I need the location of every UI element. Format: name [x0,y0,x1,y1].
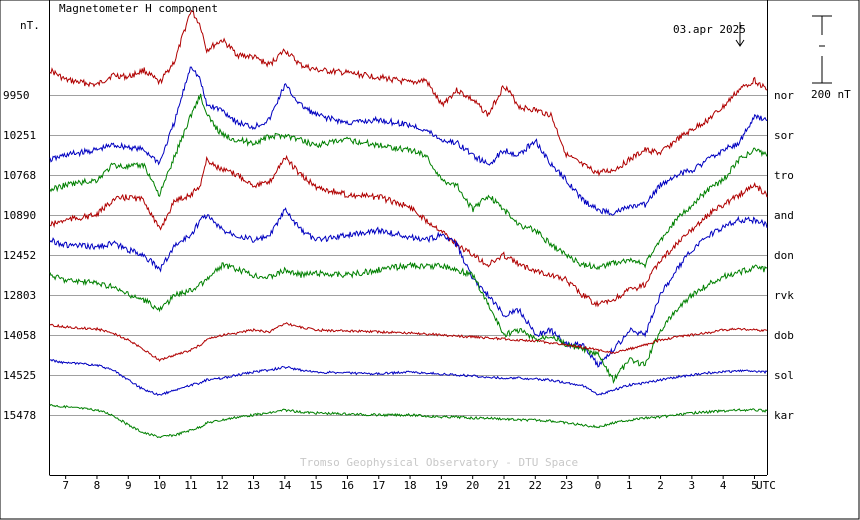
x-tick-label: 21 [497,479,510,492]
x-tick-label: 7 [62,479,69,492]
station-baseline-value: 10251 [3,129,36,142]
x-tick-label: 19 [435,479,448,492]
x-tick-label: 9 [125,479,132,492]
station-series-line [49,261,768,385]
station-series-line [49,358,768,396]
scale-bar [812,15,832,84]
station-baseline-value: 14058 [3,329,36,342]
x-tick-label: 8 [94,479,101,492]
station-code-label: don [774,249,794,262]
station-code-label: kar [774,409,794,422]
x-tick-label: 18 [403,479,416,492]
station-baseline-value: 12803 [3,289,36,302]
x-tick-label: 0 [595,479,602,492]
station-code-label: sol [774,369,794,382]
date-marker-arrow [735,22,745,47]
station-baseline-value: 9950 [3,89,30,102]
unit-label: nT. [20,19,40,32]
station-series-line [49,9,768,177]
station-code-label: dob [774,329,794,342]
x-tick-label: 16 [341,479,354,492]
station-code-label: rvk [774,289,794,302]
station-series-line [49,66,768,216]
x-axis-label: UTC [756,479,776,492]
station-labels: 9950 nor 10251 sor 10768 tro 10890 and 12452 don 1… [3,89,794,422]
x-tick-label: 10 [153,479,166,492]
chart-title: Magnetometer H component [59,2,218,15]
x-tick-label: 20 [466,479,479,492]
credit-text: Tromso Geophysical Observatory - DTU Spa… [300,456,578,469]
baseline-gridlines [50,95,767,416]
station-baseline-value: 14525 [3,369,36,382]
x-tick-label: 1 [626,479,633,492]
x-tick-label: 5 [751,479,758,492]
station-code-label: tro [774,169,794,182]
x-tick-label: 3 [689,479,696,492]
x-axis-ticks: 7 8 9 10 11 12 13 14 15 16 17 18 19 20 21 22 23 0 1 2 3 4 5 [62,475,758,492]
date-label: 03.apr 2025 [673,23,746,36]
x-tick-label: 17 [372,479,385,492]
station-baseline-value: 12452 [3,249,36,262]
station-series-line [49,403,768,439]
x-tick-label: 11 [184,479,197,492]
station-baseline-value: 10890 [3,209,36,222]
station-code-label: nor [774,89,794,102]
scale-bar-label: 200 nT [811,88,851,101]
station-baseline-value: 15478 [3,409,36,422]
x-tick-label: 4 [720,479,727,492]
x-tick-label: 22 [529,479,542,492]
station-series-line [49,322,768,363]
x-tick-label: 23 [560,479,573,492]
station-series-line [49,207,768,368]
x-tick-label: 2 [657,479,664,492]
station-series-line [50,154,768,308]
station-baseline-value: 10768 [3,169,36,182]
x-tick-label: 14 [278,479,292,492]
x-tick-label: 13 [247,479,260,492]
x-tick-label: 15 [310,479,323,492]
station-series-line [49,93,768,271]
station-series [49,9,768,439]
x-tick-label: 12 [216,479,229,492]
station-code-label: sor [774,129,794,142]
station-code-label: and [774,209,794,222]
